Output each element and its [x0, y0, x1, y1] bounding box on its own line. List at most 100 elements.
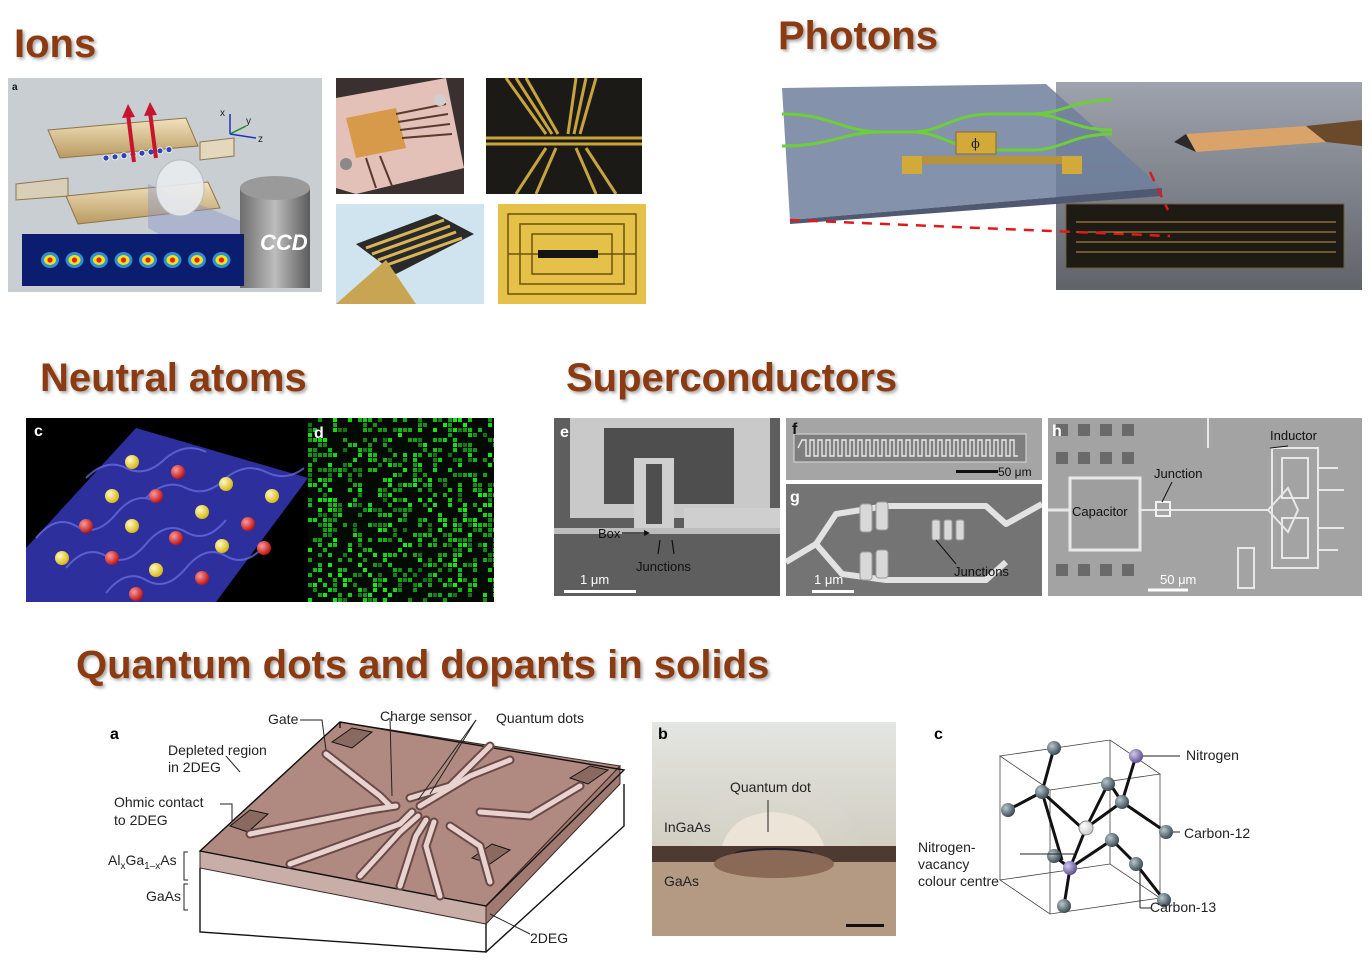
speckle-pixel	[308, 558, 312, 562]
speckle-pixel	[323, 513, 327, 517]
speckle-pixel	[313, 588, 317, 592]
speckle-pixel	[423, 563, 427, 567]
speckle-pixel	[438, 438, 442, 442]
speckle-pixel	[378, 463, 382, 467]
speckle-pixel	[308, 498, 312, 502]
speckle-pixel	[443, 438, 447, 442]
speckle-pixel	[413, 573, 417, 577]
speckle-pixel	[388, 458, 392, 462]
yellow-atom	[125, 519, 139, 533]
speckle-pixel	[433, 453, 437, 457]
speckle-pixel	[383, 443, 387, 447]
speckle-pixel	[463, 428, 467, 432]
speckle-pixel	[373, 453, 377, 457]
speckle-pixel	[353, 468, 357, 472]
carbon-12-label: Carbon-12	[1184, 825, 1251, 841]
speckle-pixel	[398, 538, 402, 542]
speckle-pixel	[488, 438, 492, 442]
speckle-pixel	[328, 523, 332, 527]
speckle-pixel	[333, 578, 337, 582]
speckle-pixel	[463, 538, 467, 542]
speckle-pixel	[448, 543, 452, 547]
red-atom	[129, 587, 143, 601]
speckle-pixel	[418, 498, 422, 502]
speckle-pixel	[323, 483, 327, 487]
speckle-pixel	[458, 573, 462, 577]
speckle-pixel	[468, 453, 472, 457]
heading-superconductors: Superconductors	[566, 356, 898, 400]
speckle-pixel	[433, 418, 437, 422]
speckle-pixel	[333, 518, 337, 522]
speckle-pixel	[328, 588, 332, 592]
speckle-pixel	[488, 518, 492, 522]
resonator-meander	[797, 439, 1018, 457]
ion-glow-core	[169, 257, 176, 263]
speckle-pixel	[353, 573, 357, 577]
speckle-pixel	[473, 523, 477, 527]
yellow-atom	[215, 539, 229, 553]
speckle-pixel	[478, 488, 482, 492]
speckle-pixel	[383, 458, 387, 462]
speckle-pixel	[413, 583, 417, 587]
speckle-pixel	[328, 553, 332, 557]
speckle-pixel	[343, 438, 347, 442]
speckle-pixel	[453, 473, 457, 477]
speckle-pixel	[348, 473, 352, 477]
speckle-pixel	[418, 468, 422, 472]
ground-square	[1056, 452, 1068, 464]
speckle-pixel	[403, 543, 407, 547]
speckle-pixel	[308, 453, 312, 457]
ion-glow-core	[120, 257, 127, 263]
speckle-pixel	[353, 483, 357, 487]
speckle-pixel	[378, 573, 382, 577]
heading-quantum-dots: Quantum dots and dopants in solids	[76, 643, 770, 687]
speckle-pixel	[308, 573, 312, 577]
speckle-pixel	[353, 443, 357, 447]
axis-y-label: y	[246, 116, 251, 127]
speckle-pixel	[403, 528, 407, 532]
speckle-pixel	[463, 503, 467, 507]
speckle-pixel	[378, 488, 382, 492]
speckle-pixel	[373, 423, 377, 427]
speckle-pixel	[373, 553, 377, 557]
panel-letter-c-qd: c	[934, 726, 943, 743]
speckle-pixel	[448, 503, 452, 507]
speckle-pixel	[463, 513, 467, 517]
algaas-x: x	[120, 860, 126, 872]
speckle-pixel	[483, 473, 487, 477]
speckle-pixel	[323, 493, 327, 497]
speckle-pixel	[453, 518, 457, 522]
speckle-pixel	[453, 458, 457, 462]
speckle-pixel	[383, 553, 387, 557]
speckle-pixel	[443, 478, 447, 482]
speckle-pixel	[413, 453, 417, 457]
speckle-pixel	[348, 543, 352, 547]
speckle-pixel	[488, 528, 492, 532]
speckle-pixel	[358, 533, 362, 537]
speckle-pixel	[463, 578, 467, 582]
speckle-pixel	[423, 518, 427, 522]
speckle-pixel	[353, 523, 357, 527]
speckle-pixel	[458, 523, 462, 527]
speckle-pixel	[338, 468, 342, 472]
speckle-pixel	[418, 488, 422, 492]
trapped-ion	[165, 146, 173, 153]
ohmic-contact-label-2: to 2DEG	[114, 812, 168, 828]
speckle-pixel	[403, 428, 407, 432]
speckle-pixel	[478, 523, 482, 527]
speckle-pixel	[473, 563, 477, 567]
speckle-pixel	[418, 568, 422, 572]
speckle-pixel	[353, 583, 357, 587]
speckle-pixel	[378, 583, 382, 587]
speckle-pixel	[418, 463, 422, 467]
speckle-pixel	[353, 528, 357, 532]
speckle-pixel	[318, 453, 322, 457]
speckle-pixel	[488, 498, 492, 502]
speckle-pixel	[433, 468, 437, 472]
speckle-pixel	[418, 438, 422, 442]
speckle-pixel	[443, 423, 447, 427]
speckle-pixel	[343, 468, 347, 472]
speckle-pixel	[473, 528, 477, 532]
speckle-pixel	[408, 543, 412, 547]
speckle-pixel	[313, 518, 317, 522]
